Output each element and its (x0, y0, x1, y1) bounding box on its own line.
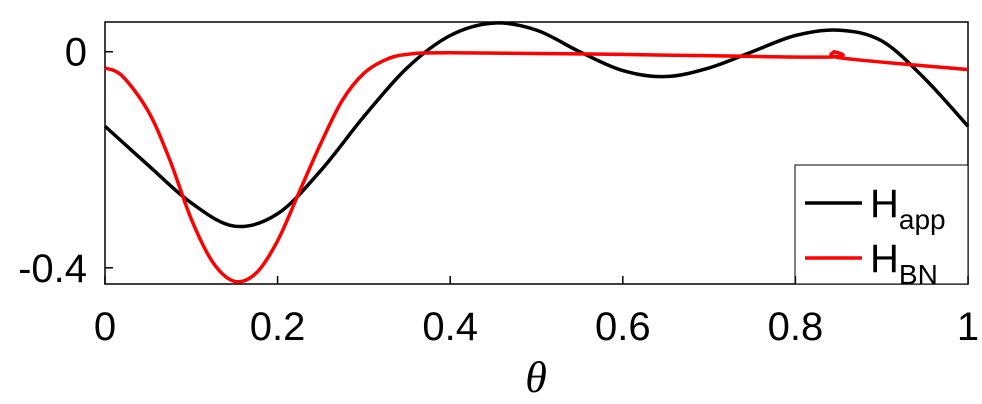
x-tick-label: 0.2 (250, 305, 306, 349)
legend-name: H (870, 237, 899, 281)
legend-label: HBN (870, 237, 938, 290)
x-tick-label: 0 (94, 305, 116, 349)
x-tick-label: 0.4 (422, 305, 478, 349)
x-tick-label: 0.6 (595, 305, 651, 349)
legend-box (794, 164, 969, 285)
x-tick-label: 1 (957, 305, 979, 349)
x-axis-label: θ (525, 353, 547, 402)
plot-frame (104, 21, 969, 285)
legend-name: H (870, 182, 899, 226)
legend-label: Happ (870, 182, 946, 235)
line-series (103, 21, 970, 229)
x-tick-label: 0.8 (768, 305, 824, 349)
legend-subscript: BN (899, 259, 938, 290)
line-series (104, 49, 969, 284)
y-tick-label: -0.4 (18, 247, 87, 291)
y-tick-label: 0 (65, 31, 87, 75)
legend-subscript: app (899, 204, 946, 235)
